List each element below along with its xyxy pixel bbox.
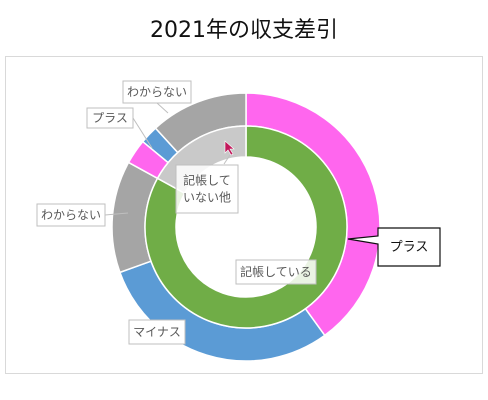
data-label-1-0: マイナス	[133, 325, 181, 339]
mouse-cursor-icon	[224, 140, 235, 156]
chart-frame	[5, 56, 483, 374]
label-box-4	[122, 80, 192, 104]
label-box-1	[128, 319, 186, 345]
chart-title: 2021年の収支差引	[150, 18, 338, 43]
data-label-5-0: 記帳している	[240, 264, 312, 279]
leader-line-2	[104, 212, 129, 216]
callout-box-0	[347, 227, 441, 267]
data-label-4-0: わからない	[127, 85, 187, 99]
data-label-3-0: プラス	[92, 111, 128, 125]
label-box-6	[175, 164, 239, 214]
label-box-5	[235, 259, 317, 285]
leader-lines	[104, 102, 231, 216]
label-box-3	[86, 107, 134, 129]
data-label-2-0: わからない	[41, 208, 101, 222]
leader-line-6	[223, 154, 231, 165]
label-box-2	[36, 203, 106, 227]
data-label-6-1: いない他	[183, 191, 231, 205]
inner-ring	[144, 125, 348, 329]
leader-line-3	[132, 117, 153, 149]
data-label-6-0: 記帳して	[183, 173, 231, 188]
bottom-strip	[0, 392, 488, 400]
data-label-0-0: プラス	[390, 240, 429, 255]
leader-line-4	[156, 102, 169, 114]
